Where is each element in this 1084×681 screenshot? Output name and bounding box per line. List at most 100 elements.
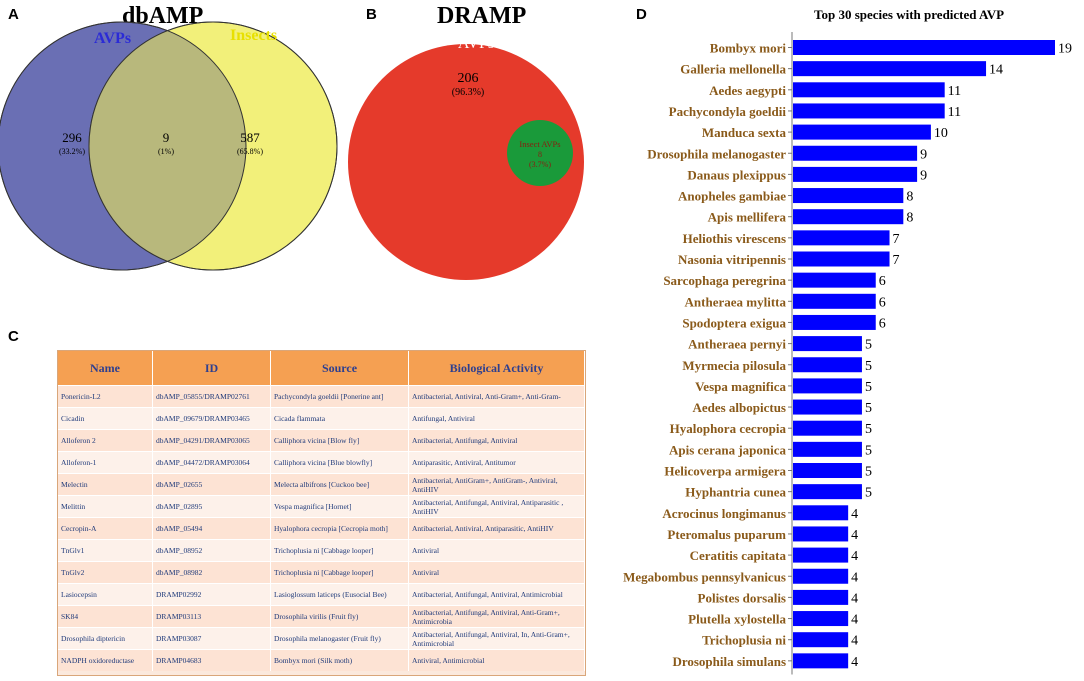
category-label: Aedes albopictus xyxy=(692,400,786,415)
bar xyxy=(793,82,945,98)
venn-b-inner-label: Insect AVPs xyxy=(519,139,560,149)
table-row: TnGlv2 dbAMP_08982 Trichoplusia ni [Cabbag… xyxy=(58,561,585,583)
species-bar-chart: Bombyx mori 19 Galleria mellonella 14 Aedes … xyxy=(623,32,1072,675)
bar xyxy=(793,61,987,77)
category-label: Hyphantria cunea xyxy=(685,485,786,500)
category-label: Acrocinus longimanus xyxy=(662,506,786,521)
cell-source: Calliphora vicina [Blue blowfly] xyxy=(271,452,409,473)
bar-value-label: 9 xyxy=(920,168,927,183)
bar xyxy=(793,357,862,373)
bar xyxy=(793,399,862,415)
bar-value-label: 5 xyxy=(865,380,872,395)
cell-name: Cicadin xyxy=(58,408,153,429)
chart-title: Top 30 species with predicted AVP xyxy=(814,7,1005,22)
bar-value-label: 9 xyxy=(920,147,927,162)
table-row: TnGlv1 dbAMP_08952 Trichoplusia ni [Cabbag… xyxy=(58,539,585,561)
bar xyxy=(793,272,876,288)
panel-letter-a: A xyxy=(8,6,19,23)
header-name: Name xyxy=(58,351,153,385)
category-label: Apis cerana japonica xyxy=(669,442,787,457)
venn-b-inner-pct: (3.7%) xyxy=(529,160,551,169)
venn-a-right-label: Insects xyxy=(230,27,277,44)
cell-id: dbAMP_02895 xyxy=(153,496,271,517)
bar xyxy=(793,293,876,309)
cell-activity: Antibacterial, AntiGram+, AntiGram-, Ant… xyxy=(409,474,585,495)
category-label: Danaus plexippus xyxy=(687,167,786,182)
bar-value-label: 4 xyxy=(851,591,858,606)
header-source: Source xyxy=(271,351,409,385)
cell-id: DRAMP04683 xyxy=(153,650,271,671)
venn-b-outer-label: AVPs xyxy=(458,35,494,52)
bar xyxy=(793,230,890,246)
bar-value-label: 8 xyxy=(906,211,913,226)
venn-a-overlap-pct: (1%) xyxy=(158,147,174,156)
cell-activity: Antifungal, Antiviral xyxy=(409,408,585,429)
table-row: SK84 DRAMP03113 Drosophila virilis (Fruit … xyxy=(58,605,585,627)
bar-value-label: 11 xyxy=(948,105,961,120)
venn-a-left-label: AVPs xyxy=(94,30,131,47)
header-id: ID xyxy=(153,351,271,385)
category-label: Myrmecia pilosula xyxy=(682,358,786,373)
bar-value-label: 4 xyxy=(851,570,858,585)
venn-b-inner-circle xyxy=(507,120,573,186)
bar-value-label: 19 xyxy=(1058,42,1072,57)
bar xyxy=(793,526,849,542)
bar-value-label: 7 xyxy=(893,253,900,268)
category-label: Antheraea mylitta xyxy=(685,294,787,309)
cell-source: Drosophila virilis (Fruit fly) xyxy=(271,606,409,627)
cell-activity: Antiviral xyxy=(409,562,585,583)
cell-name: Melectin xyxy=(58,474,153,495)
table-row: Lasiocepsin DRAMP02992 Lasioglossum latice… xyxy=(58,583,585,605)
cell-activity: Antiviral, Antimicrobial xyxy=(409,650,585,671)
table-row: Cicadin dbAMP_09679/DRAMP03465 Cicada flam… xyxy=(58,407,585,429)
cell-id: dbAMP_09679/DRAMP03465 xyxy=(153,408,271,429)
venn-a-diagram: AVPs Insects 296 (33.2%) 9 (1%) 587 (65.… xyxy=(0,21,338,271)
bar-value-label: 6 xyxy=(879,295,886,310)
bar xyxy=(793,209,904,225)
bar-value-label: 5 xyxy=(865,465,872,480)
cell-activity: Antibacterial, Antifungal, Antiviral xyxy=(409,430,585,451)
cell-name: Melittin xyxy=(58,496,153,517)
cell-id: dbAMP_05494 xyxy=(153,518,271,539)
bar xyxy=(793,378,862,394)
cell-name: TnGlv1 xyxy=(58,540,153,561)
table-row: Melittin dbAMP_02895 Vespa magnifica [Horn… xyxy=(58,495,585,517)
cell-name: TnGlv2 xyxy=(58,562,153,583)
category-label: Pteromalus puparum xyxy=(667,527,786,542)
category-label: Polistes dorsalis xyxy=(698,590,786,605)
table-row: Drosophila diptericin DRAMP03087 Drosophil… xyxy=(58,627,585,649)
panel-letter-d: D xyxy=(636,6,647,23)
bar xyxy=(793,188,904,204)
cell-id: dbAMP_04291/DRAMP03065 xyxy=(153,430,271,451)
cell-activity: Antibacterial, Antifungal, Antiviral, An… xyxy=(409,606,585,627)
cell-source: Hyalophora cecropia [Cecropia moth] xyxy=(271,518,409,539)
category-label: Pachycondyla goeldii xyxy=(669,104,787,119)
table-row: Cecropin-A dbAMP_05494 Hyalophora cecropia… xyxy=(58,517,585,539)
cell-activity: Antiparasitic, Antiviral, Antitumor xyxy=(409,452,585,473)
cell-activity: Antibacterial, Antiviral, Anti-Gram+, An… xyxy=(409,386,585,407)
bar-value-label: 5 xyxy=(865,443,872,458)
bar-value-label: 5 xyxy=(865,486,872,501)
cell-activity: Antibacterial, Antifungal, Antiviral, An… xyxy=(409,496,585,517)
cell-id: DRAMP03113 xyxy=(153,606,271,627)
bar xyxy=(793,336,862,352)
venn-b-inner-value: 8 xyxy=(538,150,542,159)
bar-value-label: 4 xyxy=(851,549,858,564)
venn-b-outer-value: 206 xyxy=(458,71,479,86)
cell-id: DRAMP03087 xyxy=(153,628,271,649)
bar xyxy=(793,463,862,478)
cell-name: SK84 xyxy=(58,606,153,627)
category-label: Megabombus pennsylvanicus xyxy=(623,569,786,584)
cell-activity: Antiviral xyxy=(409,540,585,561)
cell-id: DRAMP02992 xyxy=(153,584,271,605)
bar xyxy=(793,589,849,605)
bar xyxy=(793,441,862,457)
bar-value-label: 6 xyxy=(879,274,886,289)
cell-source: Vespa magnifica [Hornet] xyxy=(271,496,409,517)
bar xyxy=(793,505,849,521)
cell-activity: Antibacterial, Antifungal, Antiviral, An… xyxy=(409,584,585,605)
bar-value-label: 6 xyxy=(879,316,886,331)
category-label: Aedes aegypti xyxy=(709,83,786,98)
bar-value-label: 4 xyxy=(851,507,858,522)
bar-value-label: 10 xyxy=(934,126,948,141)
